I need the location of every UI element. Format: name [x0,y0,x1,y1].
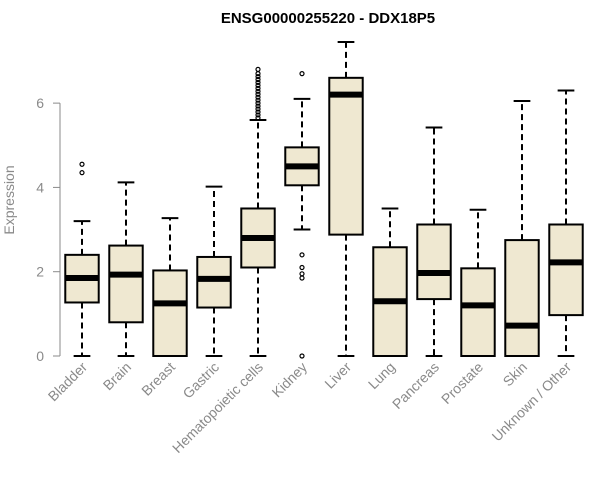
x-tick-label: Prostate [438,359,486,407]
x-tick-label: Pancreas [389,359,442,412]
box-7 [328,41,364,357]
outlier-point [255,88,261,94]
x-tick-label: Unknown / Other [489,359,575,445]
box-body [548,223,584,317]
box-body [504,239,540,358]
box-body [152,269,188,358]
outlier-point [299,71,305,77]
outlier-point [255,82,261,89]
outlier-point [255,100,261,106]
box-6 [284,71,320,359]
boxplot-series [64,41,584,359]
box-9 [416,126,452,357]
box-5 [240,66,276,357]
outlier-point [255,85,261,91]
box-body [416,223,452,301]
y-tick-label: 4 [36,179,44,195]
outlier-point [255,73,261,80]
outlier-point [255,76,261,83]
y-axis: 0 2 4 6 [36,95,61,364]
box-10 [460,208,496,357]
outlier-point [255,66,261,72]
outlier-point [299,252,305,258]
y-tick-label: 6 [36,95,44,111]
y-axis-label: Expression [1,165,17,234]
outlier-point [255,97,261,103]
x-tick-label: Brain [100,359,134,393]
outlier-point [299,271,305,277]
box-8 [372,207,408,357]
box-4 [196,185,232,357]
box-3 [152,217,188,358]
x-tick-label: Bladder [45,359,91,405]
x-tick-label: Kidney [269,359,311,401]
outlier-point [255,103,261,109]
box-body [328,76,364,236]
outlier-point [255,112,261,118]
outlier-point [255,115,261,121]
outlier-point [299,353,305,359]
y-tick-label: 2 [36,264,44,280]
box-body [460,267,496,357]
box-11 [504,100,540,358]
x-tick-label: Lung [365,359,398,392]
outlier-point [255,71,261,77]
box-2 [108,181,144,357]
outlier-point [299,275,305,281]
x-tick-label: Liver [321,359,354,392]
x-tick-label: Skin [500,359,531,390]
outlier-point [255,91,261,97]
outlier-point [255,79,261,86]
outlier-point [79,161,85,167]
chart-title: ENSG00000255220 - DDX18P5 [221,10,435,27]
x-tick-label: Breast [138,359,178,399]
box-12 [548,89,584,357]
x-tick-label: Gastric [179,359,222,402]
box-1 [64,161,100,357]
y-tick-label: 0 [36,348,44,364]
box-body [108,244,144,324]
box-body [196,255,232,309]
outlier-point [255,109,261,115]
outlier-point [299,264,305,271]
outlier-point [79,170,85,176]
outlier-point [255,106,261,112]
outlier-point [255,94,261,100]
